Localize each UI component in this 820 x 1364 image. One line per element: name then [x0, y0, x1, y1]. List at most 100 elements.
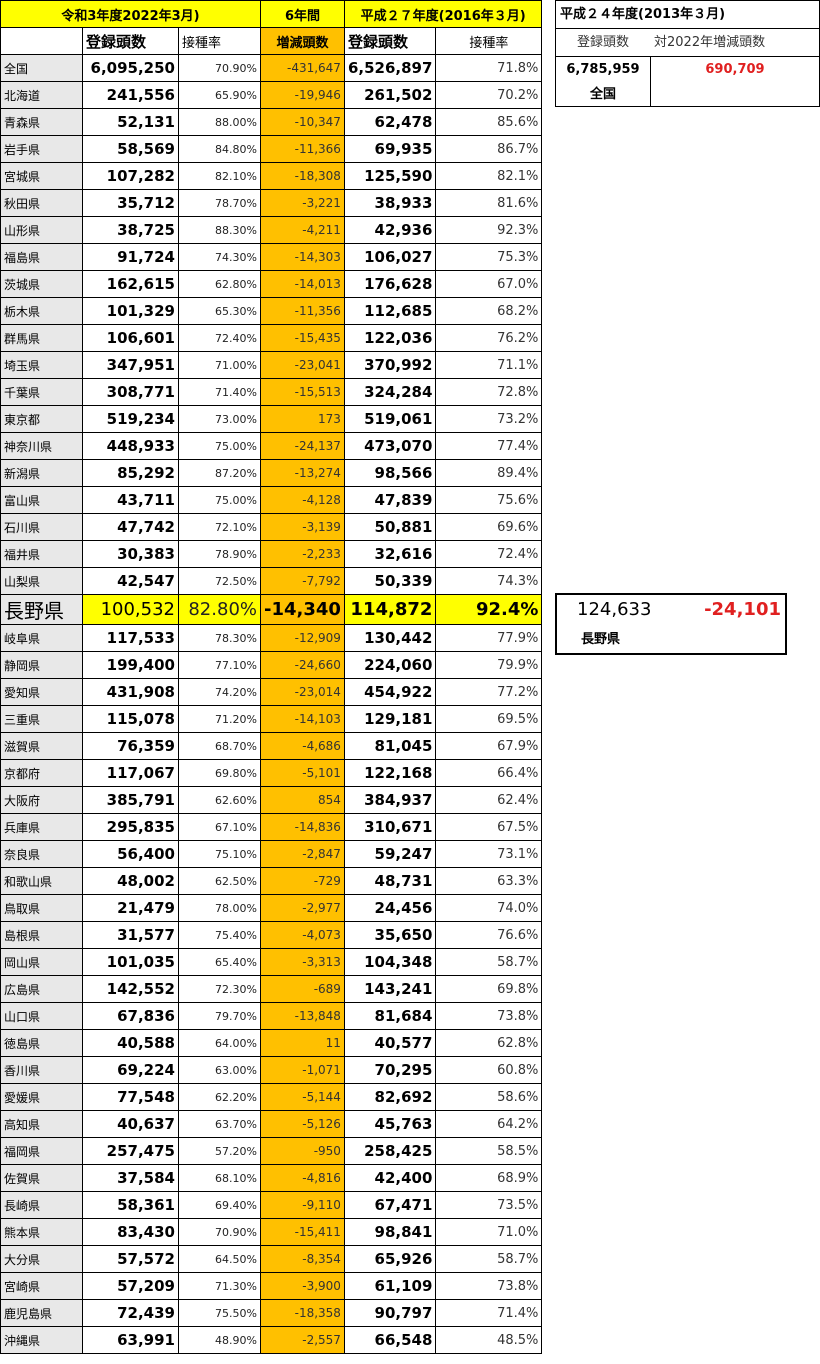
diff-6yr: -2,233: [260, 540, 345, 568]
side-title: 平成２４年度(2013年３月): [556, 1, 819, 29]
rate-2016: 69.8%: [435, 975, 543, 1003]
table-row: 福島県 91,724 74.30% -14,303 106,027 75.3%: [0, 243, 543, 271]
rate-2016: 71.0%: [435, 1218, 543, 1246]
diff-6yr: -4,128: [260, 486, 345, 514]
side-diff-header: 対2022年増減頭数: [654, 35, 766, 50]
rate-2016: 89.4%: [435, 459, 543, 487]
count-2022: 101,035: [82, 948, 179, 976]
prefecture-name: 高知県: [0, 1110, 83, 1138]
national-diff-2013: 690,709: [705, 62, 765, 77]
count-2016: 35,650: [343, 921, 437, 949]
table-row: 大阪府 385,791 62.60% 854 384,937 62.4%: [0, 786, 543, 814]
prefecture-name: 全国: [0, 54, 83, 82]
count-2022: 37,584: [82, 1164, 179, 1192]
prefecture-name: 富山県: [0, 486, 83, 514]
count-2022: 21,479: [82, 894, 179, 922]
count-2016: 98,566: [343, 459, 437, 487]
count-2016: 38,933: [343, 189, 437, 217]
count-2016: 129,181: [343, 705, 437, 733]
prefecture-name: 愛知県: [0, 678, 83, 706]
diff-6yr: -14,836: [260, 813, 345, 841]
rate-2016: 74.0%: [435, 894, 543, 922]
table-row: 茨城県 162,615 62.80% -14,013 176,628 67.0%: [0, 270, 543, 298]
prefecture-name: 岩手県: [0, 135, 83, 163]
rate-2016: 58.5%: [435, 1137, 543, 1165]
rate-2016: 85.6%: [435, 108, 543, 136]
rate-2016: 74.3%: [435, 567, 543, 595]
count-2022: 83,430: [82, 1218, 179, 1246]
count-2022: 58,569: [82, 135, 179, 163]
count-2016: 104,348: [343, 948, 437, 976]
count-2016: 81,684: [343, 1002, 437, 1030]
table-row: 大分県 57,572 64.50% -8,354 65,926 58.7%: [0, 1245, 543, 1273]
table-row: 鹿児島県 72,439 75.50% -18,358 90,797 71.4%: [0, 1299, 543, 1327]
rate-2016: 76.6%: [435, 921, 543, 949]
count-2022: 519,234: [82, 405, 179, 433]
table-row: 福岡県 257,475 57.20% -950 258,425 58.5%: [0, 1137, 543, 1165]
prefecture-name: 岡山県: [0, 948, 83, 976]
rate-2022: 75.50%: [178, 1299, 261, 1327]
count-2022: 69,224: [82, 1056, 179, 1084]
count-2022: 77,548: [82, 1083, 179, 1111]
diff-6yr: -689: [260, 975, 345, 1003]
rate-2022: 88.30%: [178, 216, 261, 244]
table-row: 高知県 40,637 63.70% -5,126 45,763 64.2%: [0, 1110, 543, 1138]
prefecture-name: 千葉県: [0, 378, 83, 406]
diff-6yr: -8,354: [260, 1245, 345, 1273]
rate-2022: 82.10%: [178, 162, 261, 190]
prefecture-name: 沖縄県: [0, 1326, 83, 1354]
count-2022: 142,552: [82, 975, 179, 1003]
rate-2022: 75.00%: [178, 432, 261, 460]
rate-2022: 72.50%: [178, 567, 261, 595]
diff-6yr: -950: [260, 1137, 345, 1165]
rate-2022: 65.30%: [178, 297, 261, 325]
count-2022: 67,836: [82, 1002, 179, 1030]
prefecture-name: 青森県: [0, 108, 83, 136]
rate-2022: 63.00%: [178, 1056, 261, 1084]
table-row: 鳥取県 21,479 78.00% -2,977 24,456 74.0%: [0, 894, 543, 922]
table-row: 長野県 100,532 82.80% -14,340 114,872 92.4%: [0, 594, 543, 625]
rate-2022: 75.10%: [178, 840, 261, 868]
prefecture-name: 和歌山県: [0, 867, 83, 895]
rate-2016: 92.4%: [435, 594, 543, 625]
table-row: 青森県 52,131 88.00% -10,347 62,478 85.6%: [0, 108, 543, 136]
prefecture-name: 大分県: [0, 1245, 83, 1273]
count-2022: 115,078: [82, 705, 179, 733]
table-row: 島根県 31,577 75.40% -4,073 35,650 76.6%: [0, 921, 543, 949]
prefecture-name: 徳島県: [0, 1029, 83, 1057]
rate-2022: 82.80%: [178, 594, 261, 625]
rate-2016: 75.6%: [435, 486, 543, 514]
rate-2022: 78.70%: [178, 189, 261, 217]
count-2016: 66,548: [343, 1326, 437, 1354]
rate-2016: 73.8%: [435, 1272, 543, 1300]
diff-6yr: -7,792: [260, 567, 345, 595]
count-2022: 347,951: [82, 351, 179, 379]
table-row: 千葉県 308,771 71.40% -15,513 324,284 72.8%: [0, 378, 543, 406]
rate-2022: 78.00%: [178, 894, 261, 922]
prefecture-name: 大阪府: [0, 786, 83, 814]
rate-2022: 68.70%: [178, 732, 261, 760]
count-2022: 30,383: [82, 540, 179, 568]
rate-2016: 77.2%: [435, 678, 543, 706]
rate-2016: 62.4%: [435, 786, 543, 814]
diff-6yr: -15,435: [260, 324, 345, 352]
rate-2016: 58.7%: [435, 1245, 543, 1273]
table-row: 北海道 241,556 65.90% -19,946 261,502 70.2%: [0, 81, 543, 109]
count-2016: 65,926: [343, 1245, 437, 1273]
count-2022: 308,771: [82, 378, 179, 406]
count-2022: 241,556: [82, 81, 179, 109]
nagano-2013-box: 124,633 -24,101 長野県: [555, 593, 787, 655]
count-2016: 261,502: [343, 81, 437, 109]
prefecture-name: 石川県: [0, 513, 83, 541]
rate-2022: 71.40%: [178, 378, 261, 406]
diff-6yr: -4,073: [260, 921, 345, 949]
prefecture-name: 宮城県: [0, 162, 83, 190]
table-row: 山口県 67,836 79.70% -13,848 81,684 73.8%: [0, 1002, 543, 1030]
rate-2016: 81.6%: [435, 189, 543, 217]
count-2022: 57,572: [82, 1245, 179, 1273]
diff-header: 増減頭数: [260, 27, 345, 55]
count-2016: 176,628: [343, 270, 437, 298]
nagano-label: 長野県: [581, 632, 621, 647]
nagano-count-2013: 124,633: [577, 599, 652, 620]
count-2016: 67,471: [343, 1191, 437, 1219]
